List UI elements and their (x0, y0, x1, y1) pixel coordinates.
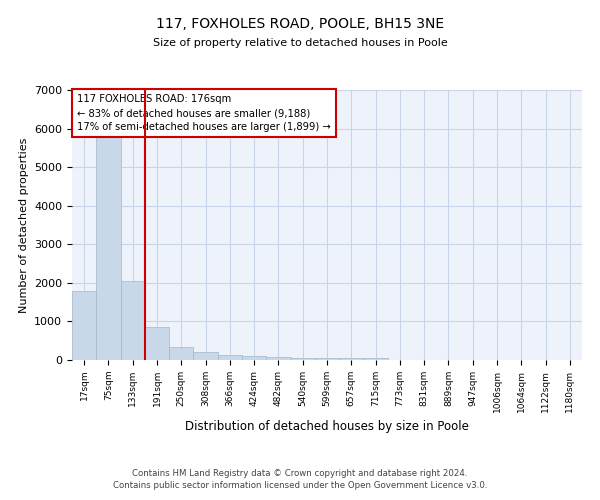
Text: Contains HM Land Registry data © Crown copyright and database right 2024.
Contai: Contains HM Land Registry data © Crown c… (113, 468, 487, 490)
Bar (72, 290, 96, 360)
Bar (145, 327, 169, 360)
X-axis label: Distribution of detached houses by size in Poole: Distribution of detached houses by size … (185, 420, 469, 433)
Text: 117, FOXHOLES ROAD, POOLE, BH15 3NE: 117, FOXHOLES ROAD, POOLE, BH15 3NE (156, 18, 444, 32)
Y-axis label: Number of detached properties: Number of detached properties (19, 138, 29, 312)
Text: Size of property relative to detached houses in Poole: Size of property relative to detached ho… (152, 38, 448, 48)
Bar (290, 358, 315, 360)
Bar (218, 355, 242, 360)
Bar (242, 356, 266, 360)
Bar (339, 358, 364, 360)
Bar (193, 352, 218, 360)
Bar (364, 358, 388, 360)
Bar (315, 358, 339, 360)
Bar (121, 281, 145, 360)
Bar (169, 347, 193, 360)
Bar (266, 357, 290, 360)
Bar (96, 136, 121, 360)
Text: 117 FOXHOLES ROAD: 176sqm
← 83% of detached houses are smaller (9,188)
17% of se: 117 FOXHOLES ROAD: 176sqm ← 83% of detac… (77, 94, 331, 132)
